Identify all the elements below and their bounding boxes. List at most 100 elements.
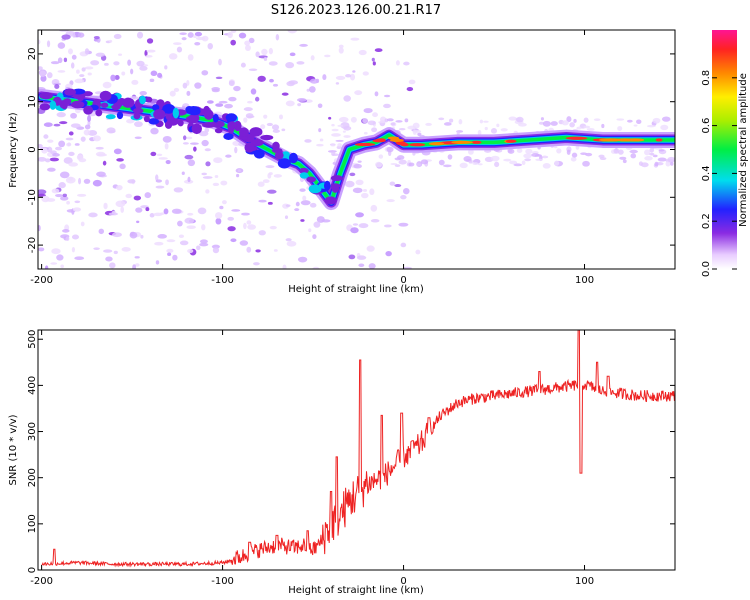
spectrogram-y-tick-label: -10 [27,189,38,205]
speckle-blob [340,122,350,129]
ridge-hotspot [451,140,473,144]
speckle-blob [145,207,150,212]
speckle-blob [155,174,159,181]
speckle-blob [67,48,73,55]
speckle-blob [407,125,417,130]
speckle-blob [78,158,87,163]
speckle-blob [218,100,228,104]
speckle-blob [164,65,168,70]
speckle-blob [84,48,90,55]
ridge-blob [185,105,194,113]
speckle-blob [186,136,193,140]
speckle-blob [319,138,324,142]
speckle-blob [294,208,300,212]
speckle-blob [330,144,336,147]
speckle-blob [507,148,515,154]
speckle-blob [102,160,107,166]
ridge-blob [223,132,234,140]
speckle-blob [96,171,106,177]
speckle-blob [179,240,189,246]
speckle-blob [236,173,240,178]
speckle-blob [304,139,312,143]
speckle-blob [404,118,409,123]
speckle-blob [144,50,148,57]
speckle-blob [108,39,113,43]
speckle-blob [51,248,61,255]
speckle-blob [57,57,63,64]
speckle-blob [132,264,137,269]
speckle-blob [244,44,251,51]
figure-title: S126.2023.126.00.21.R17 [271,3,441,18]
ridge-blob [105,114,116,120]
speckle-blob [233,85,241,92]
snr-x-tick-label: -200 [30,576,53,587]
speckle-blob [509,160,518,165]
speckle-blob [269,225,277,230]
speckle-blob [324,54,331,58]
ridge-hotspot [372,139,386,143]
speckle-blob [150,151,157,157]
speckle-blob [172,42,182,45]
speckle-blob [361,192,369,199]
speckle-blob [157,72,163,78]
speckle-blob [121,247,131,252]
ridge-blob [225,113,238,122]
speckle-blob [72,207,82,212]
speckle-blob [38,189,47,195]
speckle-blob [406,87,414,92]
spectrogram-x-tick-label: -100 [211,275,234,286]
spectrogram-x-label: Height of straight line (km) [288,284,424,295]
colorbar-ticks: 0.0 0.2 0.4 0.6 0.8 [701,70,737,277]
speckle-blob [47,139,54,143]
speckle-blob [182,82,188,89]
speckle-blob [61,34,71,40]
speckle-blob [187,212,194,216]
speckle-blob [118,53,123,56]
speckle-blob [281,92,289,96]
speckle-blob [438,117,445,121]
speckle-blob [43,122,53,127]
speckle-blob [362,189,368,192]
speckle-blob [389,181,396,186]
ridge-blob [323,180,331,191]
speckle-blob [327,150,337,153]
speckle-blob [46,198,56,202]
speckle-blob [244,40,251,46]
speckle-blob [667,156,675,163]
speckle-blob [109,262,116,269]
speckle-blob [263,57,268,61]
speckle-blob [449,118,454,123]
speckle-blob [355,179,364,186]
speckle-blob [204,127,210,133]
speckle-blob [521,160,526,166]
speckle-blob [71,234,80,240]
snr-x-tick-label: 0 [400,576,406,587]
speckle-blob [108,212,118,216]
speckle-blob [627,119,633,123]
speckle-blob [181,171,185,176]
speckle-blob [54,83,60,90]
snr-y-tick-label: 0 [27,567,38,573]
ridge-blob [99,90,112,101]
speckle-blob [184,154,194,160]
speckle-blob [313,221,321,228]
snr-y-tick-label: 300 [27,422,38,441]
speckle-blob [287,30,298,34]
speckle-blob [153,212,163,217]
speckle-blob [192,35,197,39]
ridge-blob [306,176,317,183]
speckle-blob [438,159,445,166]
speckle-blob [83,129,91,136]
speckle-blob [317,103,323,109]
speckle-blob [599,157,607,160]
speckle-blob [540,117,544,121]
speckle-blob [55,146,63,151]
speckle-blob [309,202,317,208]
speckle-blob [173,187,184,193]
speckle-blob [157,234,167,239]
speckle-blob [127,59,132,66]
speckle-blob [199,239,208,244]
speckle-blob [335,82,340,85]
speckle-blob [358,263,365,268]
speckle-blob [165,179,169,186]
